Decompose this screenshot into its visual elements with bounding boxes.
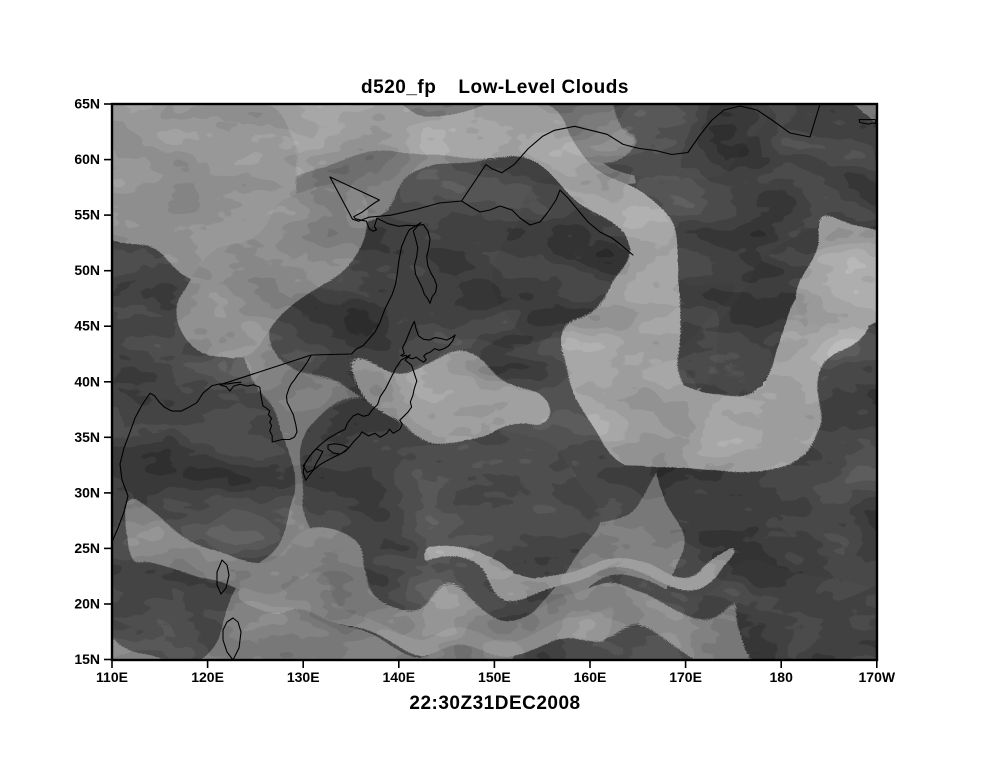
svg-text:40N: 40N [74, 373, 100, 389]
svg-text:45N: 45N [74, 318, 100, 334]
svg-text:120E: 120E [191, 669, 224, 685]
svg-text:180: 180 [770, 669, 794, 685]
svg-text:65N: 65N [74, 96, 100, 112]
svg-text:25N: 25N [74, 540, 100, 556]
svg-text:15N: 15N [74, 651, 100, 667]
svg-text:22:30Z31DEC2008: 22:30Z31DEC2008 [409, 693, 580, 714]
svg-text:30N: 30N [74, 484, 100, 500]
svg-text:140E: 140E [382, 669, 415, 685]
svg-text:35N: 35N [74, 429, 100, 445]
svg-text:20N: 20N [74, 596, 100, 612]
svg-text:160E: 160E [574, 669, 607, 685]
svg-text:130E: 130E [287, 669, 320, 685]
svg-text:170E: 170E [669, 669, 702, 685]
svg-text:55N: 55N [74, 207, 100, 223]
svg-text:60N: 60N [74, 151, 100, 167]
svg-text:50N: 50N [74, 262, 100, 278]
svg-text:170W: 170W [859, 669, 896, 685]
svg-text:110E: 110E [96, 669, 128, 685]
svg-text:150E: 150E [478, 669, 511, 685]
